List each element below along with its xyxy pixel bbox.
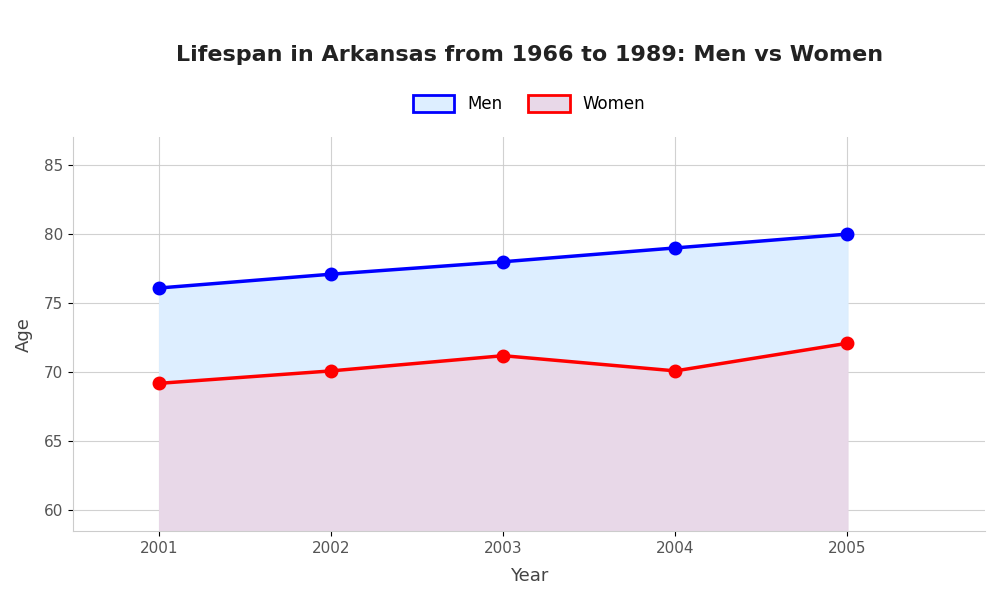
Men xyxy=(497,258,509,265)
Women xyxy=(325,367,337,374)
Men xyxy=(669,244,681,251)
Line: Women: Women xyxy=(154,338,853,389)
Women xyxy=(497,352,509,359)
Men xyxy=(325,271,337,278)
Line: Men: Men xyxy=(154,229,853,293)
X-axis label: Year: Year xyxy=(510,567,548,585)
Title: Lifespan in Arkansas from 1966 to 1989: Men vs Women: Lifespan in Arkansas from 1966 to 1989: … xyxy=(176,45,883,65)
Women xyxy=(153,380,165,387)
Legend: Men, Women: Men, Women xyxy=(404,86,654,121)
Men xyxy=(153,284,165,292)
Men xyxy=(841,230,853,238)
Y-axis label: Age: Age xyxy=(15,317,33,352)
Women xyxy=(841,340,853,347)
Women xyxy=(669,367,681,374)
